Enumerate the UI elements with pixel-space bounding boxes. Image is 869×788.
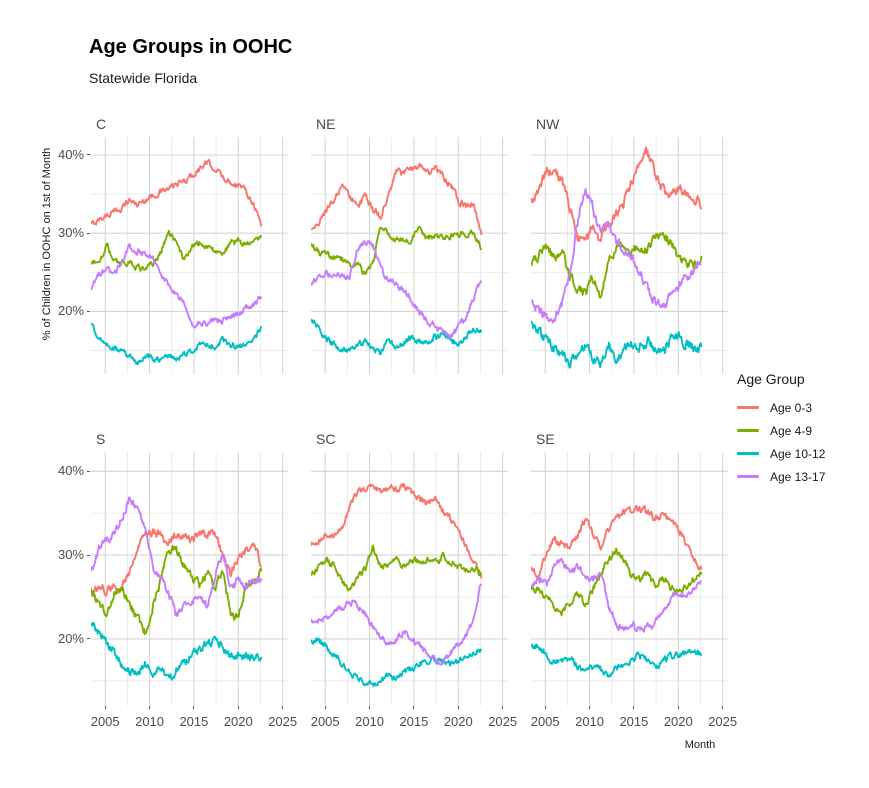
series-line-age_4_9 <box>531 547 703 617</box>
series-line-age_13_17 <box>311 583 483 666</box>
series-line-age_13_17 <box>91 243 263 329</box>
legend-label: Age 13-17 <box>770 469 826 484</box>
series-line-age_13_17 <box>531 187 702 324</box>
legend-label: Age 10-12 <box>770 446 826 461</box>
series-line-age_0_3 <box>531 504 703 581</box>
x-tick-mark <box>457 706 459 709</box>
x-tick-mark <box>544 706 546 709</box>
series-line-age_13_17 <box>311 240 483 339</box>
legend-item-age_4_9: Age 4-9 <box>737 419 825 442</box>
legend-line-swatch <box>737 475 759 478</box>
series-line-age_10_12 <box>311 318 483 356</box>
facet-strip-label-NW: NW <box>536 116 560 132</box>
facet-strip-label-SC: SC <box>316 431 336 447</box>
x-tick-label: 2005 <box>310 714 340 729</box>
x-tick-label: 2010 <box>135 714 165 729</box>
facet-panel-C <box>91 137 288 374</box>
x-tick-label: 2025 <box>488 714 518 729</box>
series-line-age_4_9 <box>531 231 703 299</box>
series-line-age_10_12 <box>91 621 263 681</box>
x-tick-label: 2020 <box>663 714 693 729</box>
facet-panel-NE <box>311 137 508 374</box>
y-tick-mark <box>87 470 90 472</box>
x-tick-label: 2025 <box>708 714 738 729</box>
chart-subtitle: Statewide Florida <box>89 70 198 86</box>
series-line-age_0_3 <box>531 146 703 242</box>
series-line-age_4_9 <box>311 544 483 592</box>
series-line-age_10_12 <box>311 637 483 688</box>
series-line-age_4_9 <box>91 544 263 636</box>
x-tick-mark <box>633 706 635 709</box>
x-tick-label: 2005 <box>90 714 120 729</box>
x-tick-label: 2020 <box>223 714 253 729</box>
x-tick-label: 2005 <box>530 714 560 729</box>
y-tick-mark <box>87 554 90 556</box>
y-tick-mark <box>87 154 90 156</box>
x-tick-mark <box>149 706 151 709</box>
series-line-age_4_9 <box>311 225 483 276</box>
x-tick-mark <box>677 706 679 709</box>
series-line-age_4_9 <box>91 229 263 272</box>
series-line-age_0_3 <box>91 528 263 597</box>
y-tick-label: 40% <box>57 146 84 162</box>
x-tick-label: 2010 <box>575 714 605 729</box>
x-tick-mark <box>722 706 724 709</box>
x-tick-mark <box>237 706 239 709</box>
x-tick-label: 2015 <box>619 714 649 729</box>
legend-line-swatch <box>737 429 759 432</box>
facet-strip-label-SE: SE <box>536 431 555 447</box>
facet-panel-S <box>91 452 288 706</box>
y-tick-mark <box>87 232 90 234</box>
x-tick-mark <box>589 706 591 709</box>
facet-panel-SE <box>531 452 728 706</box>
x-tick-mark <box>324 706 326 709</box>
facet-panel-SC <box>311 452 508 706</box>
x-tick-mark <box>282 706 284 709</box>
x-tick-label: 2025 <box>268 714 298 729</box>
legend: Age Group Age 0-3 Age 4-9 Age 10-12 Age 13-… <box>737 371 825 488</box>
series-line-age_13_17 <box>531 557 703 633</box>
x-tick-mark <box>369 706 371 709</box>
series-line-age_10_12 <box>531 643 703 678</box>
series-line-age_10_12 <box>91 322 263 366</box>
facet-strip-label-S: S <box>96 431 106 447</box>
x-tick-mark <box>502 706 504 709</box>
x-tick-label: 2015 <box>179 714 209 729</box>
y-tick-label: 30% <box>57 225 84 241</box>
x-tick-label: 2010 <box>355 714 385 729</box>
series-line-age_0_3 <box>311 162 483 236</box>
legend-line-swatch <box>737 452 759 455</box>
series-line-age_13_17 <box>91 496 263 617</box>
x-tick-mark <box>104 706 106 709</box>
series-line-age_0_3 <box>91 158 263 227</box>
legend-line-swatch <box>737 406 759 409</box>
x-tick-mark <box>193 706 195 709</box>
y-tick-label: 20% <box>57 630 84 646</box>
legend-label: Age 4-9 <box>770 423 813 438</box>
legend-item-age_0_3: Age 0-3 <box>737 396 825 419</box>
legend-title: Age Group <box>737 371 805 387</box>
legend-item-age_10_12: Age 10-12 <box>737 442 825 465</box>
x-tick-label: 2020 <box>443 714 473 729</box>
chart-title: Age Groups in OOHC <box>89 36 293 58</box>
y-tick-label: 40% <box>57 463 84 479</box>
y-tick-mark <box>87 310 90 312</box>
x-tick-mark <box>413 706 415 709</box>
series-line-age_0_3 <box>311 482 483 579</box>
y-tick-label: 20% <box>57 303 84 319</box>
facet-strip-label-C: C <box>96 116 107 132</box>
x-tick-label: 2015 <box>399 714 429 729</box>
facet-strip-label-NE: NE <box>316 116 336 132</box>
legend-item-age_13_17: Age 13-17 <box>737 465 825 488</box>
facet-panel-NW <box>531 137 728 374</box>
legend-label: Age 0-3 <box>770 400 813 415</box>
series-line-age_10_12 <box>531 320 703 369</box>
y-tick-mark <box>87 638 90 640</box>
y-tick-label: 30% <box>57 547 84 563</box>
x-axis-title: Month <box>684 739 716 751</box>
